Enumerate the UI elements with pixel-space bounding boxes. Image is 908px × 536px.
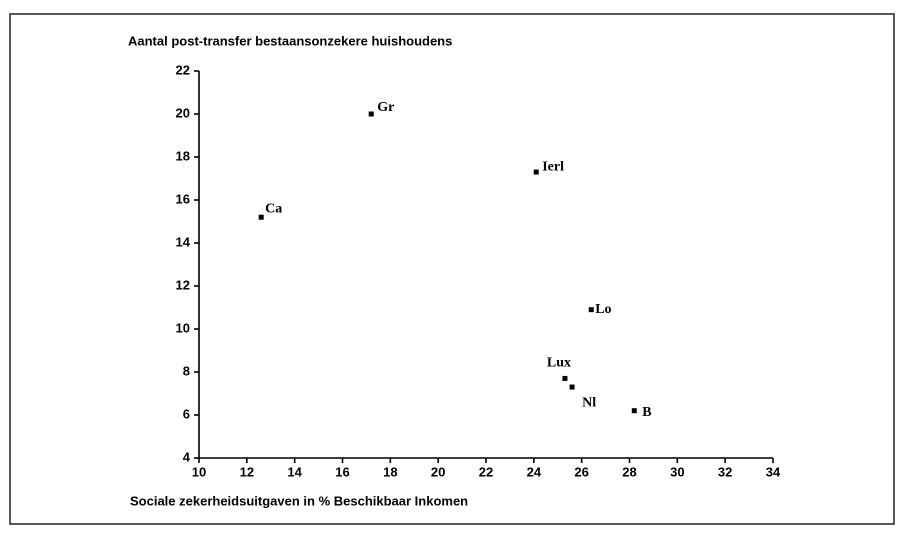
- y-tick-label: 6: [183, 406, 190, 421]
- point-label: Nl: [582, 395, 596, 410]
- y-tick-label: 22: [176, 62, 190, 77]
- point-label: Ca: [265, 201, 282, 216]
- x-tick-label: 34: [766, 464, 781, 479]
- point-label: Ierl: [542, 159, 564, 174]
- x-tick-label: 24: [527, 464, 542, 479]
- y-tick-label: 10: [176, 320, 190, 335]
- x-tick-label: 32: [718, 464, 732, 479]
- point-label: Lo: [595, 302, 611, 317]
- x-tick-label: 12: [240, 464, 254, 479]
- y-tick-label: 4: [183, 449, 191, 464]
- point-label: Lux: [547, 356, 571, 371]
- y-tick-label: 20: [176, 105, 190, 120]
- x-tick-label: 20: [431, 464, 445, 479]
- y-tick-label: 16: [176, 191, 190, 206]
- x-tick-label: 10: [192, 464, 206, 479]
- x-tick-label: 14: [287, 464, 302, 479]
- y-tick-label: 14: [176, 234, 191, 249]
- x-tick-label: 26: [574, 464, 588, 479]
- x-tick-label: 18: [383, 464, 397, 479]
- x-tick-label: 16: [335, 464, 349, 479]
- point: [569, 384, 575, 390]
- point: [588, 307, 594, 313]
- x-axis-title: Sociale zekerheidsuitgaven in % Beschikb…: [130, 493, 468, 508]
- point: [533, 169, 539, 175]
- point-label: Gr: [377, 100, 394, 115]
- x-tick-label: 28: [622, 464, 636, 479]
- point-label: B: [642, 405, 651, 420]
- point: [631, 408, 637, 414]
- x-tick-label: 30: [670, 464, 684, 479]
- y-tick-label: 12: [176, 277, 190, 292]
- y-tick-label: 18: [176, 148, 190, 163]
- point: [368, 111, 374, 117]
- y-tick-label: 8: [183, 363, 190, 378]
- point: [258, 214, 264, 220]
- x-tick-label: 22: [479, 464, 493, 479]
- frame: [9, 13, 895, 525]
- y-axis-title: Aantal post-transfer bestaansonzekere hu…: [128, 33, 452, 48]
- point: [562, 375, 568, 381]
